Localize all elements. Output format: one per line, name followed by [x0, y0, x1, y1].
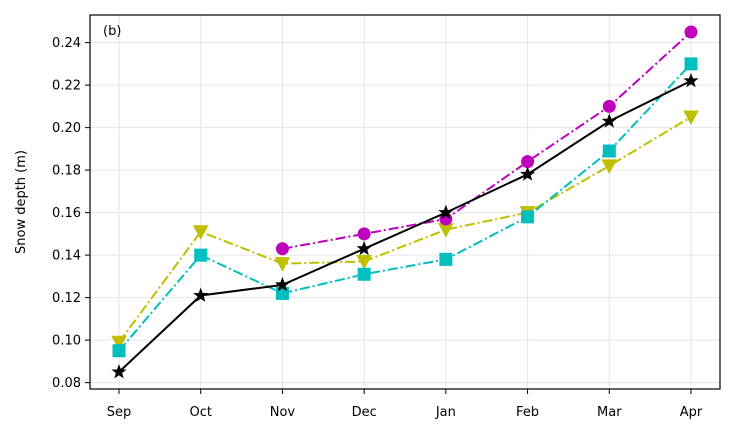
data-point-square [112, 344, 126, 358]
series-layer [111, 25, 699, 379]
data-point-circle [684, 25, 698, 39]
y-tick-label: 0.16 [52, 206, 81, 221]
y-tick-label: 0.08 [52, 376, 81, 391]
data-point-circle [357, 227, 371, 241]
data-point-square [521, 210, 535, 224]
y-axis-label: Snow depth (m) [14, 150, 29, 254]
series-square [112, 57, 698, 358]
data-point-square [684, 57, 698, 71]
series-line [118, 116, 692, 343]
panel-label: (b) [103, 24, 121, 39]
x-tick-label: Sep [107, 405, 132, 420]
y-tick-label: 0.20 [52, 121, 81, 136]
series-triangle-down [111, 110, 699, 351]
data-point-triangle [111, 335, 127, 351]
data-point-square [275, 286, 289, 300]
data-point-triangle [192, 225, 209, 240]
x-tick-label: Nov [270, 405, 296, 420]
grid-layer [90, 15, 720, 389]
series-star [111, 72, 699, 379]
data-point-square [602, 144, 616, 158]
y-tick-label: 0.12 [52, 291, 81, 306]
data-point-star [193, 287, 209, 302]
y-tick-label: 0.24 [52, 36, 81, 51]
x-tick-label: Jan [435, 405, 456, 420]
series-line [118, 63, 692, 352]
data-point-star [274, 276, 290, 292]
data-point-square [357, 267, 371, 281]
data-point-star [683, 72, 699, 88]
data-point-star [356, 240, 372, 256]
x-tick-label: Mar [597, 405, 622, 420]
axis-layer: 0.08 0.10 0.12 0.14 0.16 0.18 0.20 0.22 0.24 Sep O… [52, 36, 703, 420]
data-point-circle [275, 242, 289, 256]
data-point-star [520, 166, 536, 181]
data-point-square [439, 252, 453, 266]
plot-frame [89, 14, 721, 390]
x-tick-label: Apr [680, 405, 703, 420]
data-point-circle [602, 99, 616, 113]
series-circle [275, 25, 698, 256]
series-line [118, 79, 692, 373]
x-tick-label: Feb [516, 405, 539, 420]
data-point-triangle [356, 255, 372, 270]
y-tick-label: 0.10 [52, 334, 81, 349]
y-tick-label: 0.22 [52, 79, 81, 94]
x-tick-label: Dec [352, 405, 377, 420]
data-point-star [601, 113, 617, 128]
data-point-triangle [274, 257, 291, 272]
data-point-triangle [683, 110, 699, 126]
y-tick-label: 0.14 [52, 249, 81, 264]
series-line [282, 31, 692, 250]
data-point-square [194, 248, 208, 262]
data-point-triangle [601, 159, 618, 174]
data-point-triangle [438, 223, 454, 238]
data-point-star [438, 204, 454, 220]
data-point-star [111, 364, 127, 379]
data-point-circle [521, 155, 535, 169]
y-tick-label: 0.18 [52, 164, 81, 179]
x-tick-label: Oct [189, 405, 211, 420]
